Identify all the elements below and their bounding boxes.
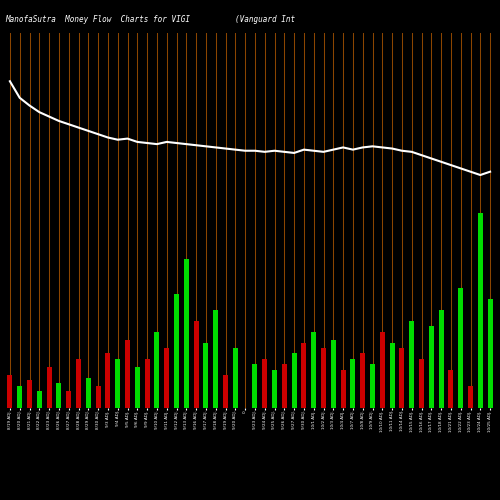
- Bar: [223, 375, 228, 408]
- Bar: [370, 364, 375, 408]
- Bar: [390, 342, 394, 407]
- Bar: [380, 332, 385, 407]
- Bar: [429, 326, 434, 407]
- Bar: [272, 370, 277, 408]
- Bar: [488, 299, 492, 408]
- Bar: [125, 340, 130, 407]
- Bar: [311, 332, 316, 407]
- Bar: [184, 258, 189, 408]
- Bar: [135, 367, 140, 408]
- Bar: [438, 310, 444, 408]
- Bar: [164, 348, 169, 408]
- Bar: [252, 364, 258, 408]
- Bar: [282, 364, 287, 408]
- Bar: [144, 359, 150, 408]
- Bar: [458, 288, 463, 408]
- Bar: [448, 370, 454, 408]
- Bar: [340, 370, 345, 408]
- Bar: [96, 386, 100, 407]
- Bar: [116, 359, 120, 408]
- Bar: [174, 294, 179, 408]
- Bar: [302, 342, 306, 407]
- Bar: [27, 380, 32, 407]
- Bar: [292, 354, 296, 408]
- Bar: [106, 354, 110, 408]
- Bar: [350, 359, 356, 408]
- Bar: [194, 321, 198, 408]
- Bar: [468, 386, 473, 407]
- Bar: [56, 383, 62, 407]
- Bar: [233, 348, 238, 408]
- Bar: [478, 212, 483, 408]
- Text: ManofaSutra  Money Flow  Charts for VIGI: ManofaSutra Money Flow Charts for VIGI: [5, 15, 190, 24]
- Bar: [46, 367, 52, 408]
- Bar: [214, 310, 218, 408]
- Text: (Vanguard Int: (Vanguard Int: [235, 15, 295, 24]
- Bar: [66, 391, 71, 407]
- Bar: [400, 348, 404, 408]
- Bar: [204, 342, 208, 407]
- Bar: [360, 354, 365, 408]
- Bar: [154, 332, 160, 407]
- Bar: [37, 391, 42, 407]
- Bar: [17, 386, 22, 407]
- Bar: [331, 340, 336, 407]
- Bar: [321, 348, 326, 408]
- Bar: [76, 359, 81, 408]
- Bar: [262, 359, 267, 408]
- Bar: [86, 378, 91, 408]
- Bar: [409, 321, 414, 408]
- Bar: [8, 375, 12, 408]
- Bar: [419, 359, 424, 408]
